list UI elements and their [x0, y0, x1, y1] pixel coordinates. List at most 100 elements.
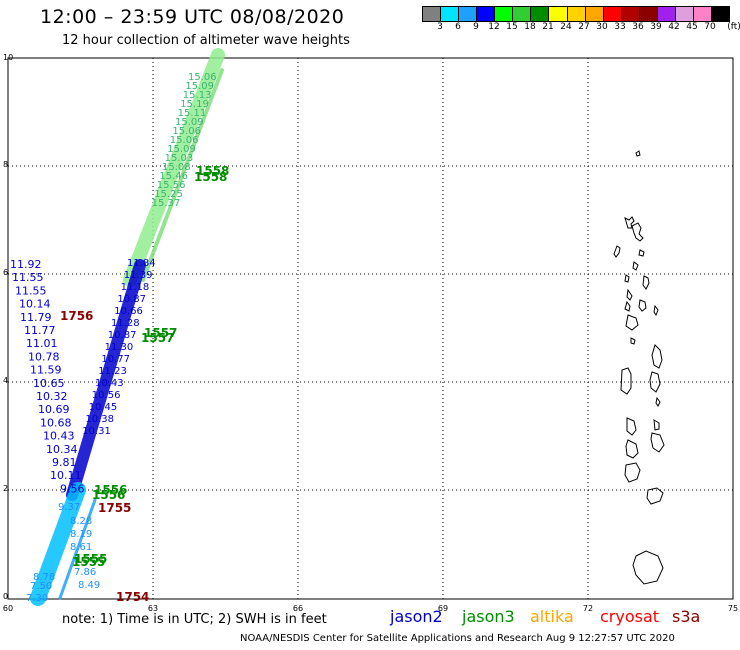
lon-tick-label: 75: [728, 604, 738, 613]
wave-height-label: 11.18: [121, 282, 150, 293]
pass-time-label: 1555: [72, 555, 105, 569]
wave-height-label: 10.87: [117, 294, 146, 305]
satellite-track: [141, 68, 224, 282]
wave-height-label: 8.61: [70, 542, 92, 553]
colorbar-label: 33: [614, 22, 626, 32]
wave-height-label: 7.30: [26, 593, 48, 604]
colorbar-label: 36: [632, 22, 644, 32]
colorbar-unit: (ft): [727, 22, 740, 32]
lon-tick-label: 60: [3, 604, 13, 613]
colorbar-label: 15: [506, 22, 518, 32]
colorbar-label: 27: [578, 22, 590, 32]
island-outline: [632, 261, 639, 271]
wave-height-label: 9.81: [52, 456, 77, 469]
legend-altika: altika: [530, 607, 574, 626]
wave-height-label: 11.77: [24, 324, 56, 337]
colorbar-label: 30: [596, 22, 608, 32]
wave-height-label: 15.46: [159, 171, 188, 182]
footer-credit: NOAA/NESDIS Center for Satellite Applica…: [240, 633, 675, 644]
colorbar-swatch: [567, 7, 586, 21]
colorbar-label: 39: [650, 22, 662, 32]
pass-time-label: 1556: [92, 488, 125, 502]
wave-height-label: 10.14: [19, 298, 51, 311]
colorbar-label: 21: [542, 22, 554, 32]
wave-height-label: 9.56: [60, 482, 85, 495]
island-outline: [624, 216, 635, 229]
map-title: 12:00 – 23:59 UTC 08/08/2020: [40, 6, 345, 28]
lon-tick-label: 72: [583, 604, 593, 613]
pass-time-label: 1558: [196, 164, 229, 178]
lat-tick-label: 2: [3, 484, 8, 493]
colorbar-label: 45: [686, 22, 698, 32]
wave-height-label: 10.66: [114, 306, 143, 317]
wave-height-label: 15.56: [157, 180, 186, 191]
colorbar-swatch: [549, 7, 568, 21]
pass-time-label: 1555: [74, 552, 107, 566]
wave-height-label: 10.43: [43, 430, 75, 443]
island-outline: [646, 487, 664, 505]
island-outline: [632, 550, 664, 585]
colorbar-swatch: [459, 7, 478, 21]
island-outline: [653, 304, 659, 317]
wave-height-label: 8.19: [70, 529, 92, 540]
legend-s3a: s3a: [672, 607, 701, 626]
wave-height-label: 8.49: [78, 580, 100, 591]
wave-height-label: 10.87: [108, 330, 137, 341]
wave-height-label: 15.13: [183, 90, 212, 101]
colorbar-swatch: [603, 7, 622, 21]
island-outline: [624, 274, 630, 283]
island-outline: [624, 300, 631, 312]
satellite-track: [30, 482, 86, 606]
wave-height-label: 15.09: [175, 117, 204, 128]
colorbar-swatch: [441, 7, 460, 21]
satellite-track: [123, 48, 225, 287]
wave-height-label: 11.59: [30, 364, 62, 377]
lat-tick-label: 0: [3, 592, 8, 601]
wave-height-label: 15.06: [172, 126, 201, 137]
island-outline: [631, 222, 644, 242]
pass-time-label: 1754: [116, 590, 149, 604]
island-outline: [638, 249, 645, 257]
colorbar-label: 12: [488, 22, 500, 32]
wave-height-label: 11.39: [124, 270, 153, 281]
pass-time-label: 1557: [144, 326, 177, 340]
colorbar-swatch: [423, 7, 442, 21]
wave-height-label: 11.01: [26, 337, 58, 350]
island-outline: [649, 371, 661, 393]
pass-time-label: 1558: [194, 170, 227, 184]
island-outline: [638, 299, 647, 312]
wave-height-label: 10.43: [95, 378, 124, 389]
island-outline: [650, 432, 665, 453]
wave-height-label: 11.79: [20, 311, 52, 324]
pass-time-label: 1756: [60, 309, 93, 323]
colorbar-swatch: [531, 7, 550, 21]
map-frame: [7, 57, 734, 600]
colorbar-swatch: [675, 7, 694, 21]
wave-height-label: 10.38: [85, 414, 114, 425]
wave-height-label: 10.45: [89, 402, 118, 413]
satellite-track: [66, 259, 146, 501]
pass-time-label: 1556: [94, 483, 127, 497]
island-outline: [624, 462, 641, 483]
lat-tick-label: 6: [3, 268, 8, 277]
lat-tick-label: 4: [3, 376, 8, 385]
wave-height-label: 15.06: [188, 72, 217, 83]
colorbar-swatch: [712, 7, 730, 21]
colorbar-swatch: [621, 7, 640, 21]
colorbar-swatch: [495, 7, 514, 21]
colorbar-labels: 3 6 9 12 15 18 21 24 27 30 33 36 39 42 45 70 (ft): [422, 22, 740, 34]
wave-height-label: 10.56: [92, 390, 121, 401]
colorbar-swatch: [513, 7, 532, 21]
legend-cryosat: cryosat: [600, 607, 660, 626]
colorbar-label: 6: [455, 22, 461, 32]
wave-height-label: 8.78: [33, 572, 55, 583]
wave-height-label: 10.11: [50, 469, 82, 482]
wave-height-label: 15.11: [178, 108, 207, 119]
footer-note: note: 1) Time is in UTC; 2) SWH is in fe…: [62, 612, 327, 627]
satellite-track: [58, 498, 97, 600]
island-outline: [620, 367, 632, 395]
wave-height-label: 10.31: [82, 426, 111, 437]
lat-tick-label: 8: [3, 160, 8, 169]
pass-time-label: 1557: [141, 331, 174, 345]
